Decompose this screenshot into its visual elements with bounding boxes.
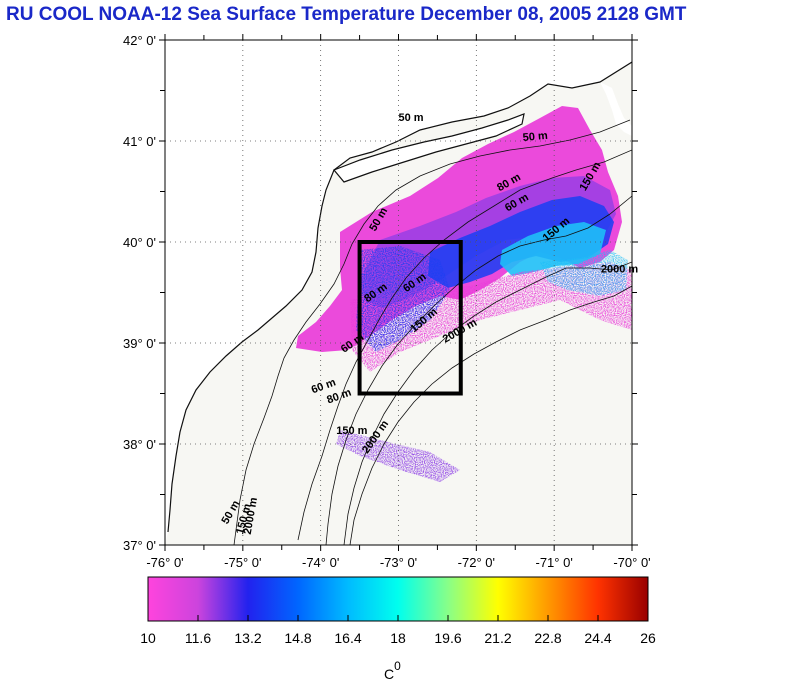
x-tick-label: -74° 0' — [302, 555, 339, 570]
contour-2000m — [343, 261, 632, 545]
x-tick-label: -71° 0' — [536, 555, 573, 570]
colorbar-tick-label: 24.4 — [584, 630, 611, 646]
colorbar-tick-label: 22.8 — [534, 630, 561, 646]
colorbar-tick-label: 16.4 — [334, 630, 361, 646]
land-mainland — [165, 40, 632, 545]
colorbar-tick-label: 21.2 — [484, 630, 511, 646]
contour-label: 150 m — [336, 425, 367, 437]
x-tick-label: -76° 0' — [146, 555, 183, 570]
contour-80m — [297, 149, 632, 541]
colorbar-tick-label: 10 — [140, 630, 156, 646]
long-island-coast — [333, 113, 525, 183]
colorbar-tick-label: 26 — [640, 630, 656, 646]
x-tick-label: -75° 0' — [224, 555, 261, 570]
y-tick-label: 41° 0' — [123, 134, 156, 149]
colorbar-tick-label: 14.8 — [284, 630, 311, 646]
colorbar-tick-label: 13.2 — [234, 630, 261, 646]
x-tick-label: -70° 0' — [613, 555, 650, 570]
bathymetry-contours — [167, 61, 632, 545]
coastline — [167, 61, 632, 533]
x-tick-label: -73° 0' — [380, 555, 417, 570]
colorbar — [147, 576, 649, 622]
unit-superscript: 0 — [394, 659, 401, 673]
colorbar-tick-label: 19.6 — [434, 630, 461, 646]
contour-label: 50 m — [522, 130, 548, 144]
sst-speckle-south — [350, 262, 632, 372]
contour-label: 2000 m — [601, 263, 639, 275]
contour-2000m-outer — [349, 285, 632, 545]
axis-ticks: -76° 0' -75° 0' -74° 0' -73° 0' -72° 0' -71° … — [123, 33, 651, 570]
sst-speckle-blue — [356, 246, 450, 352]
map-title: RU COOL NOAA-12 Sea Surface Temperature … — [6, 4, 687, 25]
y-tick-label: 38° 0' — [123, 437, 156, 452]
y-tick-label: 40° 0' — [123, 235, 156, 250]
study-area-box — [357, 240, 463, 396]
y-tick-label: 37° 0' — [123, 538, 156, 553]
y-tick-label: 39° 0' — [123, 336, 156, 351]
x-tick-label: -72° 0' — [458, 555, 495, 570]
colorbar-ticks: 10 11.6 13.2 14.8 16.4 18 19.6 21.2 22.8 24.4 26 — [140, 615, 656, 646]
sst-speckle-cyan-edge — [540, 250, 628, 296]
colorbar-tick-label: 18 — [390, 630, 406, 646]
contour-label: 50 m — [399, 112, 424, 124]
unit-letter: C — [384, 666, 394, 680]
colorbar-unit-label: C0 — [384, 659, 401, 680]
contour-150m — [325, 195, 632, 545]
colorbar-tick-label: 11.6 — [185, 630, 211, 646]
contour-50m — [233, 119, 631, 545]
sst-speckle-southeast — [336, 430, 460, 482]
y-tick-label: 42° 0' — [123, 33, 156, 48]
